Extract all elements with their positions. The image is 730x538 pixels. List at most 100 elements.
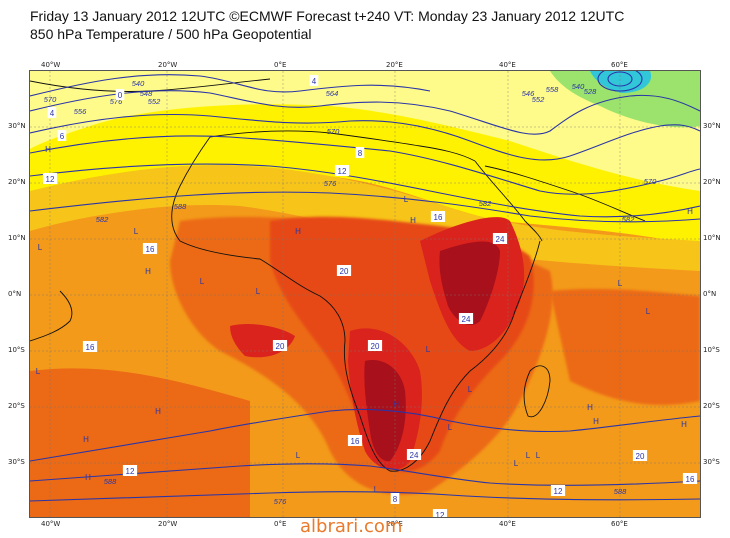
contour-value-label: 556	[74, 107, 87, 116]
contour-value-label: 570	[44, 95, 57, 104]
svg-text:16: 16	[686, 475, 695, 484]
lon-tick-label: 40°W	[41, 61, 61, 69]
chart-title: Friday 13 January 2012 12UTC ©ECMWF Fore…	[30, 8, 625, 24]
svg-text:528: 528	[584, 87, 597, 96]
svg-text:24: 24	[496, 235, 505, 244]
svg-text:588: 588	[104, 477, 117, 486]
svg-text:16: 16	[146, 245, 155, 254]
contour-582	[30, 191, 700, 223]
lat-tick-label: 30°S	[8, 458, 25, 466]
contour-low-centre	[597, 71, 643, 92]
contour-value-label: 582	[479, 199, 492, 208]
svg-text:548: 548	[140, 89, 153, 98]
high-pressure-marker: H	[295, 227, 301, 236]
coast-arabia	[484, 165, 646, 222]
temperature-label-layer: 4 6 0 4 8 12 16 20 24 24 20 20 16 16 12 12 8 12 16 12 20 24 16	[42, 75, 698, 517]
svg-text:12: 12	[126, 467, 135, 476]
svg-text:16: 16	[86, 343, 95, 352]
high-pressure-marker: H	[83, 435, 89, 444]
svg-text:L: L	[38, 243, 43, 252]
high-pressure-marker: H	[45, 145, 51, 154]
high-pressure-marker: H	[687, 207, 693, 216]
coast-red-sea	[474, 160, 543, 242]
temperature-value-label: 8	[355, 147, 365, 158]
svg-text:588: 588	[614, 487, 627, 496]
temperature-value-label: 16	[430, 211, 446, 222]
forecast-map: 540 548 552 556 564 570 576 582 588 570 582 546 552 5…	[29, 70, 701, 518]
temperature-value-label: 12	[334, 165, 350, 176]
green-north-east	[550, 71, 700, 128]
high-pressure-marker: H	[681, 420, 687, 429]
contour-value-label: 576	[110, 97, 123, 106]
temperature-value-label: 20	[272, 340, 288, 351]
temperature-value-label: 12	[122, 465, 138, 476]
coast-west-africa	[171, 136, 541, 472]
contour-value-label: 570	[327, 127, 340, 136]
temperature-value-label: 12	[432, 509, 448, 517]
svg-text:L: L	[296, 451, 301, 460]
svg-text:L: L	[36, 367, 41, 376]
svg-text:L: L	[536, 451, 541, 460]
lon-tick-label: 40°W	[41, 520, 61, 528]
high-pressure-marker: H	[410, 216, 416, 225]
svg-text:582: 582	[479, 199, 492, 208]
svg-text:H: H	[587, 403, 593, 412]
svg-text:H: H	[295, 227, 301, 236]
svg-text:H: H	[155, 407, 161, 416]
svg-text:L: L	[618, 279, 623, 288]
lat-tick-label: 10°N	[8, 234, 26, 242]
contour-value-label: 528	[584, 87, 597, 96]
svg-text:588: 588	[174, 202, 187, 211]
temperature-value-label: 24	[458, 313, 474, 324]
temperature-value-label: 20	[336, 265, 352, 276]
contour-value-label: 548	[140, 89, 153, 98]
contour-570	[30, 135, 700, 195]
svg-text:L: L	[448, 423, 453, 432]
contour-value-label: 576	[274, 497, 287, 506]
svg-text:4: 4	[50, 109, 55, 118]
low-pressure-marker: L	[256, 287, 261, 296]
lon-tick-label: 40°E	[499, 61, 516, 69]
contour-value-label: 576	[324, 179, 337, 188]
svg-text:L: L	[256, 287, 261, 296]
high-pressure-marker: H	[145, 267, 151, 276]
contour-value-label: 588	[104, 477, 117, 486]
coast-madagascar	[523, 365, 551, 418]
svg-text:20: 20	[371, 342, 380, 351]
svg-text:576: 576	[324, 179, 337, 188]
contour-value-label: 558	[546, 85, 559, 94]
temperature-value-label: 20	[367, 340, 383, 351]
high-pressure-marker: H	[155, 407, 161, 416]
svg-text:12: 12	[436, 511, 445, 517]
lat-tick-label: 0°N	[8, 290, 22, 298]
svg-text:576: 576	[274, 497, 287, 506]
lat-tick-label: 30°S	[703, 458, 720, 466]
lon-tick-label: 20°W	[158, 520, 178, 528]
contour-value-label: 582	[96, 215, 109, 224]
svg-text:12: 12	[46, 175, 55, 184]
contour-value-label: 540	[572, 82, 585, 91]
svg-text:12: 12	[338, 167, 347, 176]
contour-540	[30, 74, 431, 97]
low-pressure-marker: L	[514, 459, 519, 468]
lon-tick-label: 0°E	[274, 520, 287, 528]
lon-tick-label: 20°E	[386, 61, 403, 69]
svg-text:H: H	[83, 435, 89, 444]
svg-text:0: 0	[118, 91, 123, 100]
coast-north-africa	[209, 130, 476, 162]
svg-text:24: 24	[462, 315, 471, 324]
lat-tick-label: 30°N	[8, 122, 26, 130]
temperature-value-label: 24	[492, 233, 508, 244]
contour-564	[30, 113, 700, 161]
low-pressure-marker: L	[468, 385, 473, 394]
temperature-value-label: 12	[42, 173, 58, 184]
svg-text:L: L	[514, 459, 519, 468]
contour-576	[30, 163, 700, 218]
low-pressure-marker: L	[426, 345, 431, 354]
svg-text:552: 552	[148, 97, 161, 106]
contour-value-label: 570	[644, 177, 657, 186]
lon-tick-label: 20°W	[158, 61, 178, 69]
temperature-value-label: 12	[550, 485, 566, 496]
svg-text:564: 564	[326, 89, 339, 98]
low-pressure-marker: L	[134, 227, 139, 236]
